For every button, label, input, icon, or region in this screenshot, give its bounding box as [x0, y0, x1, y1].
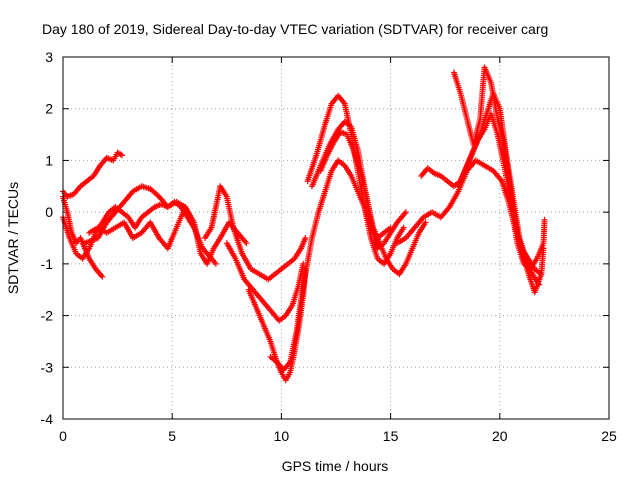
- x-tick-label: 10: [274, 428, 290, 444]
- x-axis-label: GPS time / hours: [282, 458, 389, 474]
- data-series: [60, 64, 548, 384]
- plot-frame: [62, 56, 610, 420]
- y-tick-label: 1: [45, 152, 53, 168]
- data-point: [99, 273, 106, 280]
- data-point: [400, 224, 407, 231]
- series-track-1: [60, 149, 125, 200]
- tick-labels: 0 5 10 15 20 25 -4 -3 -2 -1 0 1 2 3: [41, 49, 617, 444]
- data-point: [302, 235, 309, 241]
- series-track-6: [201, 183, 309, 283]
- grid: [63, 57, 609, 419]
- x-tick-label: 25: [601, 428, 617, 444]
- x-tick-label: 0: [59, 428, 67, 444]
- axis-ticks: [62, 56, 610, 420]
- x-tick-label: 20: [492, 428, 508, 444]
- chart-title: Day 180 of 2019, Sidereal Day-to-day VTE…: [42, 21, 548, 37]
- x-tick-label: 5: [168, 428, 176, 444]
- data-point: [243, 240, 250, 247]
- data-point: [402, 209, 409, 216]
- y-tick-label: 2: [45, 101, 53, 117]
- y-tick-label: -1: [41, 256, 54, 272]
- series-track-7: [223, 240, 307, 324]
- data-point: [422, 219, 429, 226]
- y-tick-label: -3: [41, 359, 54, 375]
- series-track-9: [267, 157, 394, 373]
- series-track-16: [455, 110, 548, 273]
- x-tick-label: 15: [383, 428, 399, 444]
- y-tick-label: -4: [41, 411, 54, 427]
- y-axis-label: SDTVAR / TECUs: [5, 182, 21, 294]
- data-point: [541, 216, 548, 223]
- series-track-12: [317, 128, 429, 278]
- data-point: [118, 152, 125, 159]
- y-tick-label: 3: [45, 49, 53, 65]
- data-point: [212, 260, 219, 267]
- y-tick-label: 0: [45, 204, 53, 220]
- y-tick-label: -2: [41, 308, 54, 324]
